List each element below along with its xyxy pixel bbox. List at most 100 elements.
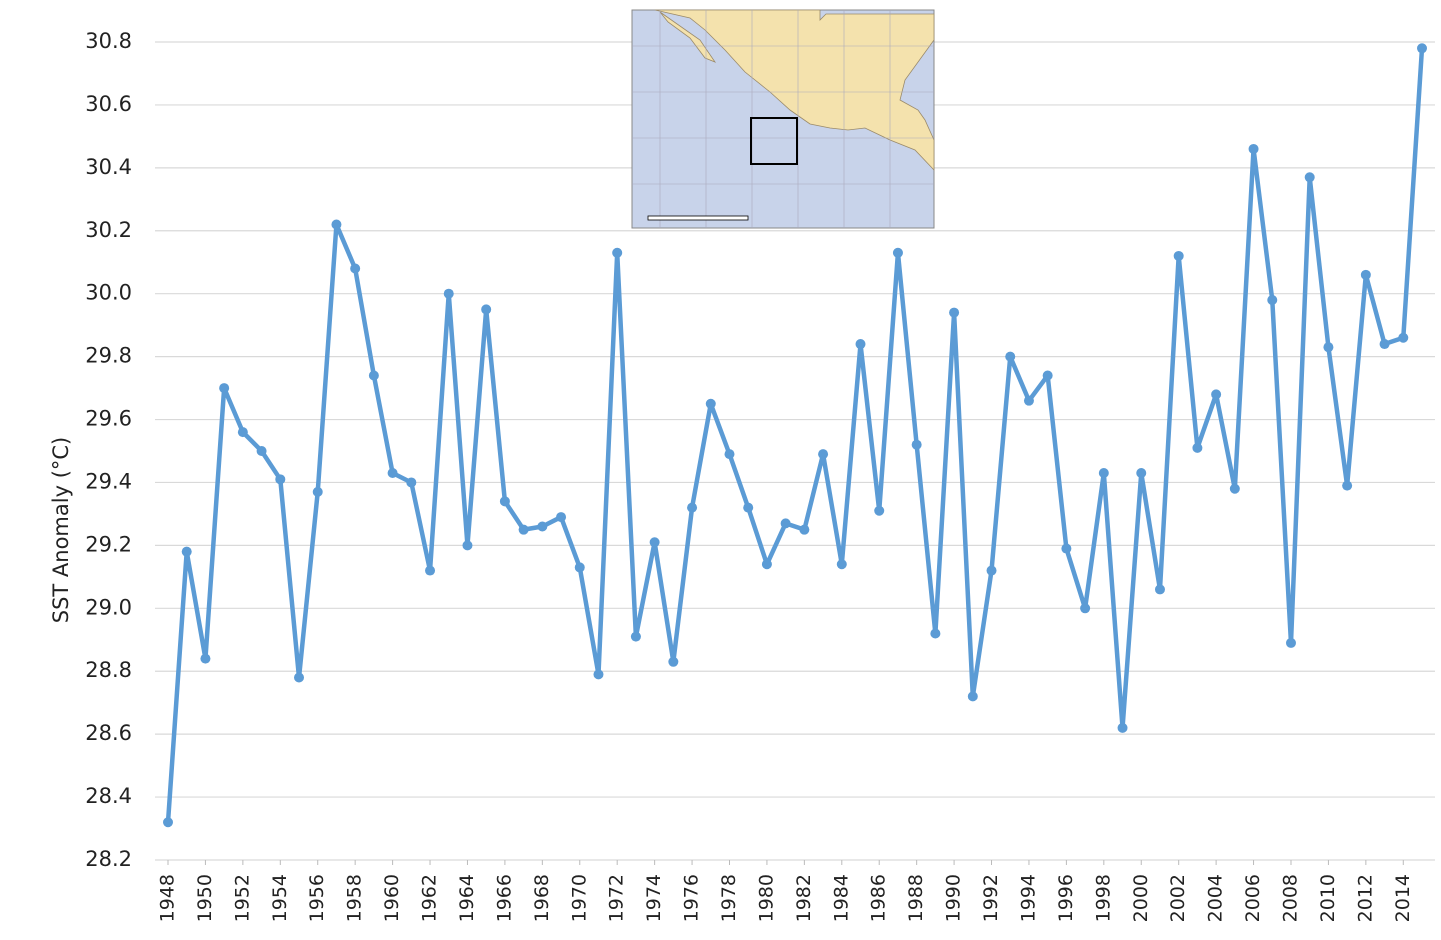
data-point <box>499 496 510 507</box>
data-point <box>200 653 211 664</box>
x-tick-label: 1978 <box>718 874 740 922</box>
data-point <box>368 370 379 381</box>
data-point <box>294 672 305 683</box>
y-tick-label: 30.2 <box>85 218 132 242</box>
map-land-baja <box>659 11 717 63</box>
x-tick-label: 1998 <box>1092 874 1114 922</box>
x-tick-label: 1958 <box>344 874 366 922</box>
data-point <box>518 524 529 535</box>
data-point <box>1323 342 1334 353</box>
data-point <box>836 559 847 570</box>
x-tick-label: 1984 <box>830 874 852 922</box>
y-tick-label: 29.8 <box>85 344 132 368</box>
x-tick-label: 1996 <box>1055 874 1077 922</box>
x-tick-label: 1980 <box>755 874 777 922</box>
x-tick-label: 2008 <box>1279 874 1301 922</box>
data-point <box>612 247 623 258</box>
data-point <box>874 505 885 516</box>
data-point <box>687 502 698 513</box>
x-tick-label: 1952 <box>231 874 253 922</box>
data-point <box>892 247 903 258</box>
data-point <box>1080 603 1091 614</box>
data-point <box>724 449 735 460</box>
data-point <box>219 383 230 394</box>
x-tick-label: 1964 <box>456 874 478 922</box>
data-point <box>163 817 173 828</box>
inset-map <box>631 9 935 229</box>
data-point <box>350 263 361 274</box>
data-point <box>387 468 398 479</box>
x-tick-label: 1972 <box>606 874 628 922</box>
data-point <box>1398 332 1409 343</box>
data-point <box>911 439 922 450</box>
x-tick-label: 2014 <box>1392 874 1414 922</box>
map-graticule <box>632 10 934 228</box>
data-line <box>165 48 1425 823</box>
map-land <box>654 9 935 172</box>
x-tick-label: 1968 <box>531 874 553 922</box>
data-point <box>1192 442 1203 453</box>
x-tick-label: 1950 <box>194 874 216 922</box>
x-tick-label: 2004 <box>1205 874 1227 922</box>
y-tick-label: 29.4 <box>85 469 132 493</box>
x-tick-label: 2000 <box>1130 874 1152 922</box>
y-tick-label: 28.8 <box>85 658 132 682</box>
x-tick-label: 1976 <box>681 874 703 922</box>
data-point <box>593 669 604 680</box>
data-point <box>1304 172 1315 183</box>
data-point <box>1379 339 1390 350</box>
data-point <box>949 307 960 318</box>
y-tick-label: 30.6 <box>85 92 132 116</box>
data-point <box>818 449 829 460</box>
y-tick-label: 29.0 <box>85 595 132 619</box>
data-point <box>237 427 248 438</box>
data-point <box>256 446 267 456</box>
x-tick-label: 1960 <box>381 874 403 922</box>
x-tick-label: 1974 <box>643 874 665 922</box>
y-tick-label: 29.2 <box>85 532 132 556</box>
data-point <box>743 502 754 513</box>
data-point <box>630 631 641 642</box>
y-tick-label: 30.8 <box>85 29 132 53</box>
data-point <box>1117 722 1128 733</box>
data-point <box>986 565 997 576</box>
data-point <box>761 559 772 570</box>
y-tick-label: 28.2 <box>85 847 132 871</box>
y-axis-label: SST Anomaly (°C) <box>49 437 73 624</box>
data-point <box>1023 395 1034 406</box>
x-tick-label: 2002 <box>1167 874 1189 922</box>
x-tick-label: 1970 <box>568 874 590 922</box>
data-point <box>1042 370 1053 381</box>
data-point <box>556 512 567 523</box>
data-point <box>1342 480 1353 491</box>
data-point <box>649 537 660 548</box>
y-tick-label: 30.0 <box>85 281 132 305</box>
data-point <box>1267 294 1278 305</box>
x-tick-label: 2006 <box>1242 874 1264 922</box>
data-point <box>462 540 473 551</box>
map-scale-bar <box>647 215 749 221</box>
x-tick-label: 1988 <box>905 874 927 922</box>
data-point <box>1285 637 1296 648</box>
data-point <box>312 486 323 497</box>
y-tick-label: 28.6 <box>85 721 132 745</box>
data-point <box>406 477 417 488</box>
data-point <box>967 691 978 702</box>
x-tick-label: 1956 <box>306 874 328 922</box>
plot-layer: 28.2 28.4 28.6 28.8 29.0 29.2 29.4 29.6 29.8 30.0… <box>85 29 1427 922</box>
x-tick-label: 1962 <box>419 874 441 922</box>
data-point <box>181 546 192 557</box>
data-point <box>425 565 436 576</box>
data-point <box>574 562 585 573</box>
data-point <box>668 656 679 667</box>
x-tick-label: 1994 <box>1017 874 1039 922</box>
data-point <box>1098 468 1109 479</box>
data-point <box>1005 351 1016 362</box>
data-point <box>275 474 286 485</box>
x-tick-label: 1992 <box>980 874 1002 922</box>
data-point <box>331 219 342 230</box>
x-tick-label: 1990 <box>943 874 965 922</box>
data-point <box>537 521 548 532</box>
x-tick-label: 2010 <box>1317 874 1339 922</box>
